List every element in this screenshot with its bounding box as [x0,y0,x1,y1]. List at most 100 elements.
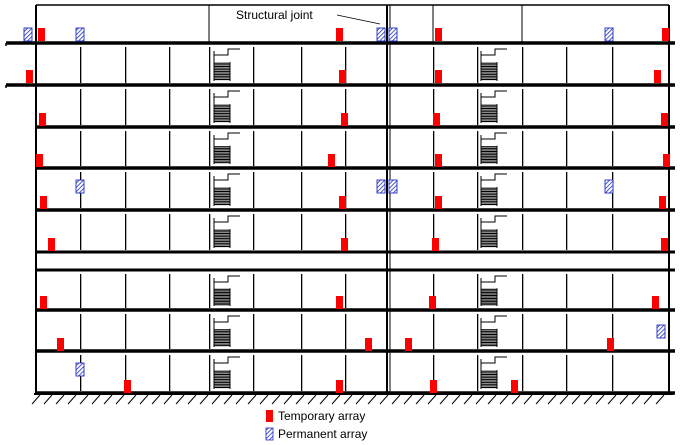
column [433,355,435,391]
ground-hatch [43,394,53,405]
temporary-array-marker [663,154,670,167]
ground-hatch [595,394,605,405]
ground-hatch [511,394,521,405]
column [433,47,435,83]
column [612,314,614,349]
column [433,314,435,349]
column [477,172,479,208]
ground-hatch [139,394,149,405]
column [477,89,479,125]
column [566,274,568,308]
ground-hatch [31,394,41,405]
column [209,274,211,308]
permanent-array-marker [75,27,85,42]
column [345,314,347,349]
temporary-array-marker [26,70,33,83]
column [433,274,435,308]
ground-hatch [559,394,569,405]
ground-hatch [295,394,305,405]
ground-hatch [223,394,233,405]
column [80,274,82,308]
ground-hatch [523,394,533,405]
temporary-array-marker [433,113,440,126]
temporary-array-marker [39,113,46,126]
ground-hatch [199,394,209,405]
permanent-array-marker [376,179,386,194]
column [477,274,479,308]
temporary-array-marker [435,70,442,83]
column [209,314,211,349]
ground-hatch [643,394,653,405]
stair-landing [481,315,507,323]
temporary-array-marker [429,296,436,309]
legend-temporary-swatch [266,410,273,422]
column [566,131,568,166]
temporary-array-marker [57,338,64,351]
temporary-array-marker [339,70,346,83]
ground-hatch [655,394,665,405]
temporary-array-marker [435,196,442,209]
column [612,214,614,250]
column [301,314,303,349]
column [612,47,614,83]
column [253,89,255,125]
temporary-array-marker [38,28,45,41]
column [345,355,347,391]
temporary-array-marker [659,196,666,209]
stair-landing [214,356,240,364]
column [209,47,211,83]
column [301,355,303,391]
legend-permanent-swatch [265,427,274,441]
column [125,314,127,349]
ground-hatch [367,394,377,405]
stair-landing [481,275,507,283]
temporary-array-marker [662,28,669,41]
column [301,89,303,125]
permanent-array-marker [376,27,386,42]
temporary-array-marker [607,338,614,351]
column [433,89,435,125]
ground-hatch [499,394,509,405]
column [253,47,255,83]
column [612,355,614,391]
permanent-array-marker [604,179,614,194]
stair-landing [481,215,507,223]
ground-hatch [583,394,593,405]
column [253,314,255,349]
ground-hatch [307,394,317,405]
column [125,131,127,166]
column [345,131,347,166]
ground-hatching [31,393,673,405]
ground-hatch [79,394,89,405]
temporary-array-marker [661,113,668,126]
building-structure [5,4,675,395]
permanent-array-marker [23,27,33,42]
column [80,47,82,83]
column [612,274,614,308]
column [612,89,614,125]
column [125,172,127,208]
ground-hatch [163,394,173,405]
ground-hatch [415,394,425,405]
ground-hatch [427,394,437,405]
temporary-array-marker [435,28,442,41]
ground-hatch [187,394,197,405]
stair-landing [214,48,240,56]
column [522,274,524,308]
temporary-array-marker [341,238,348,251]
legend-temporary-label: Temporary array [278,409,365,423]
structural-joint-leader [336,14,381,25]
ground-hatch [439,394,449,405]
stair-landing [214,90,240,98]
column [522,355,524,391]
column [253,355,255,391]
column [301,214,303,250]
structural-joint-label: Structural joint [236,8,313,22]
column [125,47,127,83]
column [301,47,303,83]
column [301,274,303,308]
column [169,89,171,125]
permanent-array-marker [656,324,666,339]
column [253,274,255,308]
